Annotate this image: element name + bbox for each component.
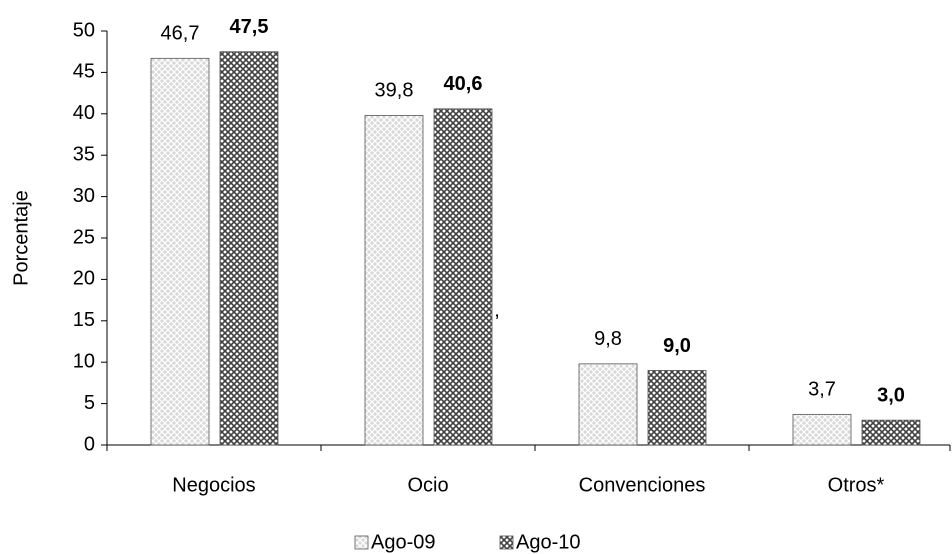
y-tick-label: 25 [73, 226, 95, 248]
bar [364, 115, 424, 446]
data-label: 39,8 [375, 80, 414, 102]
legend-label: Ago-10 [516, 531, 581, 553]
data-label: 46,7 [161, 23, 200, 45]
y-tick-label: 15 [73, 309, 95, 331]
bar [647, 370, 707, 446]
data-label: 9,0 [663, 335, 691, 357]
data-label: 9,8 [594, 328, 622, 350]
data-label: 47,5 [230, 16, 269, 38]
annotation: , [494, 299, 500, 321]
bar [219, 51, 279, 446]
bar [792, 413, 852, 446]
y-tick-label: 50 [73, 19, 95, 41]
y-tick-label: 45 [73, 61, 95, 83]
y-tick-label: 20 [73, 268, 95, 290]
legend-swatch [354, 535, 369, 550]
legend-swatch [499, 535, 514, 550]
x-tick-label: Ocio [407, 474, 448, 496]
x-tick-label: Otros* [828, 474, 885, 496]
y-tick-label: 10 [73, 350, 95, 372]
data-label: 3,0 [877, 384, 905, 406]
data-label: 40,6 [444, 73, 483, 95]
y-tick-label: 5 [84, 392, 95, 414]
y-tick-label: 35 [73, 143, 95, 165]
x-tick-label: Convenciones [579, 474, 706, 496]
bar [433, 108, 493, 446]
x-tick-label: Negocios [172, 474, 255, 496]
y-axis-label: Porcentaje [10, 190, 32, 286]
bar [861, 419, 921, 446]
bar [150, 57, 210, 446]
bar [578, 363, 638, 446]
legend-label: Ago-09 [371, 531, 436, 553]
y-tick-label: 40 [73, 102, 95, 124]
y-tick-label: 30 [73, 185, 95, 207]
data-label: 3,7 [808, 379, 836, 401]
y-tick-label: 0 [84, 433, 95, 455]
